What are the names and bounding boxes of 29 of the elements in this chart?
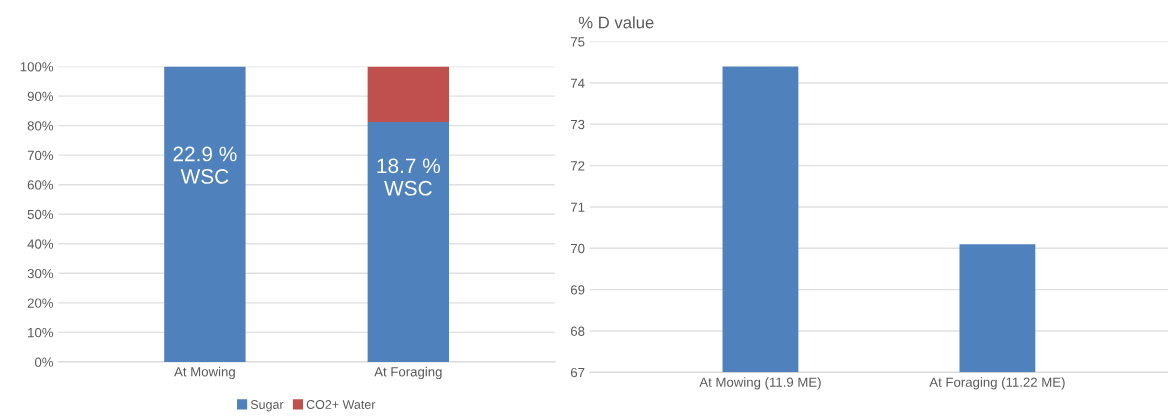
y-tick-label: 10%: [28, 327, 54, 338]
legend-label: CO2+ Water: [306, 400, 376, 409]
y-tick-label: 71: [570, 202, 585, 212]
y-axis-title: % D value: [578, 16, 654, 29]
x-tick-label: At Mowing (11.9 ME): [699, 377, 821, 390]
x-tick-label: At Foraging (11.22 ME): [929, 377, 1065, 390]
y-tick-label: 20%: [27, 298, 54, 308]
x-tick-label: At Mowing: [174, 366, 235, 380]
y-tick-label: 40%: [27, 239, 54, 249]
y-tick-label: 70: [570, 243, 585, 254]
y-tick-label: 0%: [34, 357, 54, 367]
y-tick-label: 60%: [27, 180, 54, 190]
y-tick-label: 67: [570, 367, 585, 378]
y-tick-label: 75: [570, 37, 585, 47]
annotation: 18.7 % WSC: [377, 158, 441, 196]
y-tick-label: 69: [570, 285, 585, 295]
y-tick-label: 50%: [27, 209, 54, 220]
y-tick-label: 90%: [27, 91, 54, 102]
y-tick-label: 72: [570, 161, 585, 171]
legend-label: Sugar: [250, 400, 284, 412]
y-tick-label: 70%: [27, 150, 54, 161]
y-tick-label: 30%: [27, 268, 54, 279]
y-tick-label: 68: [570, 326, 585, 336]
y-tick-label: 80%: [27, 121, 54, 131]
annotation: 22.9 % WSC: [173, 146, 237, 184]
y-tick-label: 73: [570, 119, 585, 130]
y-tick-label: 74: [570, 78, 585, 88]
x-tick-label: At Foraging: [374, 366, 442, 380]
y-tick-label: 100%: [20, 62, 54, 72]
